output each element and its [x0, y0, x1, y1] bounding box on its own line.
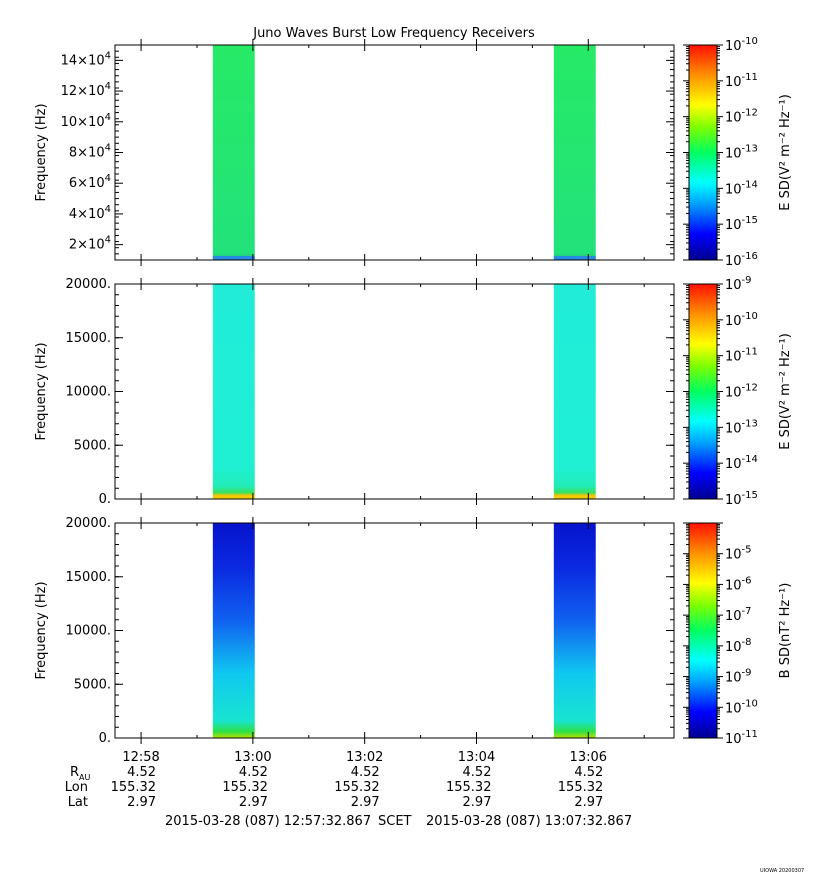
- panel-3: 0. 5000. 10000. 15000. 20000. Frequency (Hz) 1…: [34, 516, 793, 747]
- uiowa-stamp: UIOWA 20200307: [760, 868, 804, 874]
- x-tick-label: 12:58: [122, 750, 159, 765]
- y-tick-label: 15000.: [66, 570, 112, 585]
- ephemeris-value: 155.32: [446, 780, 492, 795]
- colorbar-gradient: [689, 45, 717, 260]
- burst-low-edge-1: [212, 256, 255, 260]
- colorbar-tick-label: 10-9: [725, 668, 752, 686]
- ephemeris-value: 4.52: [127, 765, 156, 780]
- y-axis-label: Frequency (Hz): [34, 342, 49, 440]
- panel-2: 0. 5000. 10000. 15000. 20000. Frequency (Hz) 1…: [34, 275, 793, 508]
- y-axis-label: Frequency (Hz): [34, 581, 49, 679]
- x-tick-label: 13:04: [458, 750, 495, 765]
- burst-spectrogram-2: [553, 523, 596, 738]
- colorbar-tick-label: 10-15: [725, 490, 758, 508]
- ephemeris-value: 2.97: [574, 795, 603, 810]
- colorbar-tick-label: 10-10: [725, 698, 758, 716]
- ephemeris-value: 155.32: [222, 780, 268, 795]
- ephemeris-row-label: Lat: [68, 795, 88, 810]
- colorbar-tick-label: 10-14: [725, 179, 758, 197]
- y-tick-label: 10000.: [66, 385, 112, 400]
- y-tick-label: 14×104: [61, 50, 111, 68]
- y-tick-label: 0.: [99, 492, 111, 507]
- y-tick-label: 10×104: [61, 112, 111, 130]
- y-tick-label: 15000.: [66, 331, 112, 346]
- y-tick-label: 20000.: [66, 277, 112, 292]
- burst-spectrogram-1: [212, 45, 255, 260]
- burst-spectrogram-1: [212, 284, 255, 499]
- burst-spectrogram-2: [553, 284, 596, 499]
- end-time-label: 2015-03-28 (087) 13:07:32.867: [426, 814, 632, 829]
- ephemeris-value: 2.97: [463, 795, 492, 810]
- colorbar-tick-label: 10-15: [725, 215, 758, 233]
- colorbar-tick-label: 10-7: [725, 606, 752, 624]
- y-tick-label: 5000.: [74, 677, 111, 692]
- scet-label: SCET: [378, 814, 412, 829]
- ephemeris-value: 4.52: [239, 765, 268, 780]
- ephemeris-row-label: Lon: [65, 780, 88, 795]
- colorbar-label: E SD(V² m⁻² Hz⁻¹): [778, 333, 793, 450]
- y-axis-label: Frequency (Hz): [34, 103, 49, 201]
- time-range-footer: 2015-03-28 (087) 12:57:32.867 SCET 2015-…: [165, 814, 804, 874]
- ephemeris-value: 155.32: [334, 780, 380, 795]
- burst-low-edge-2: [553, 256, 596, 260]
- ephemeris-value: 2.97: [351, 795, 380, 810]
- colorbar-tick-label: 10-13: [725, 144, 758, 162]
- colorbar-tick-label: 10-10: [725, 311, 758, 329]
- colorbar-tick-label: 10-12: [725, 108, 758, 126]
- colorbar-tick-label: 10-16: [725, 251, 758, 269]
- y-tick-label: 8×104: [69, 143, 111, 161]
- ephemeris-value: 4.52: [351, 765, 380, 780]
- y-tick-label: 6×104: [69, 173, 111, 191]
- y-tick-label: 20000.: [66, 516, 112, 531]
- colorbar-tick-label: 10-10: [725, 36, 758, 54]
- ephemeris-value: 2.97: [239, 795, 268, 810]
- colorbar-tick-label: 10-12: [725, 383, 758, 401]
- colorbar-tick-label: 10-8: [725, 637, 752, 655]
- colorbar-label: E SD(V² m⁻² Hz⁻¹): [778, 94, 793, 211]
- y-tick-label: 0.: [99, 731, 111, 746]
- y-tick-label: 2×104: [69, 235, 111, 253]
- ephemeris-value: 4.52: [463, 765, 492, 780]
- x-tick-label: 13:02: [346, 750, 383, 765]
- ephemeris-value: 155.32: [111, 780, 157, 795]
- colorbar-tick-label: 10-6: [725, 575, 752, 593]
- colorbar-label: B SD(nT² Hz⁻¹): [778, 583, 793, 679]
- colorbar-tick-label: 10-14: [725, 454, 758, 472]
- y-tick-label: 5000.: [74, 438, 111, 453]
- ephemeris-value: 155.32: [558, 780, 604, 795]
- y-tick-label: 10000.: [66, 624, 112, 639]
- spectrogram-panels: 2×104 4×104 6×104 8×104 10×104 12×104 14×104 Fr…: [34, 36, 793, 747]
- y-tick-label: 12×104: [61, 81, 111, 99]
- colorbar-tick-label: 10-11: [725, 347, 758, 365]
- colorbar-tick-label: 10-11: [725, 729, 758, 747]
- ephemeris-value: 4.52: [574, 765, 603, 780]
- y-tick-label: 4×104: [69, 204, 111, 222]
- colorbar-tick-label: 10-11: [725, 72, 758, 90]
- x-tick-label: 13:06: [570, 750, 607, 765]
- time-axis: 12:58 13:00 13:02 13:04 13:06: [122, 750, 607, 765]
- chart-title: Juno Waves Burst Low Frequency Receivers: [252, 26, 535, 41]
- burst-spectrogram-1: [212, 523, 255, 738]
- start-time-label: 2015-03-28 (087) 12:57:32.867: [165, 814, 371, 829]
- colorbar-tick-label: 10-9: [725, 275, 752, 293]
- colorbar-gradient: [689, 523, 717, 738]
- colorbar-gradient: [689, 284, 717, 499]
- colorbar-tick-label: 10-13: [725, 418, 758, 436]
- x-tick-label: 13:00: [234, 750, 271, 765]
- ephemeris-value: 2.97: [127, 795, 156, 810]
- colorbar-frame: [688, 522, 718, 739]
- panel-1: 2×104 4×104 6×104 8×104 10×104 12×104 14×104 Fr…: [34, 36, 793, 269]
- burst-spectrogram-2: [553, 45, 596, 260]
- colorbar-tick-label: 10-5: [725, 545, 752, 563]
